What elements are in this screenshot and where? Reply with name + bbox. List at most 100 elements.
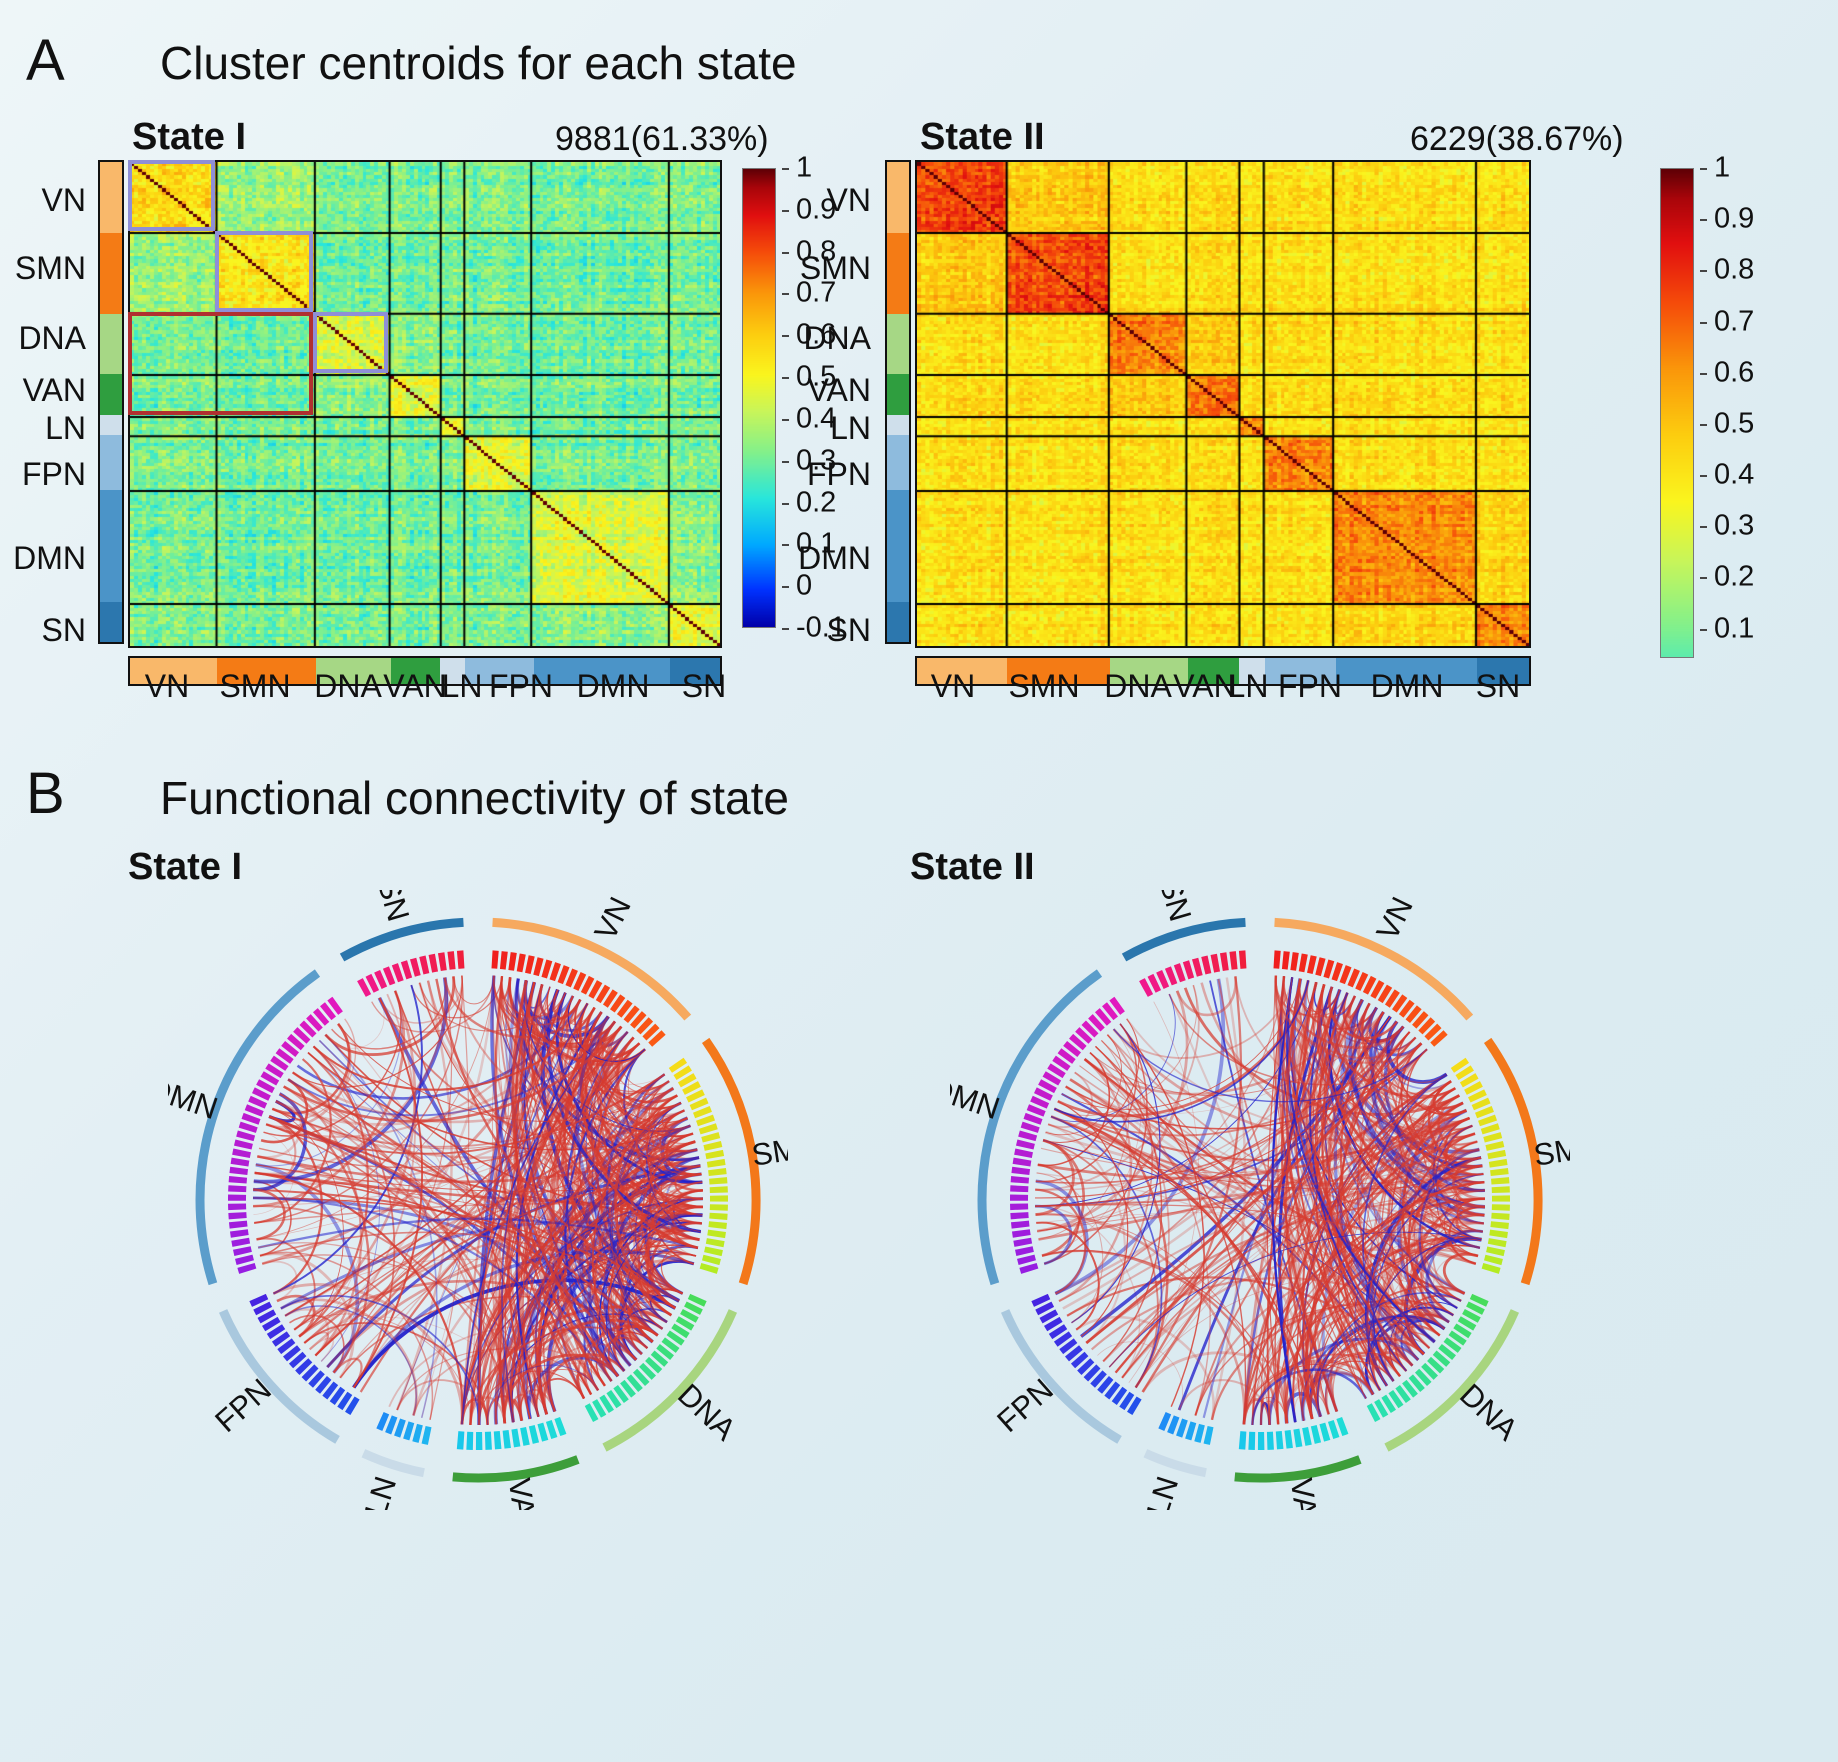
circos-edge bbox=[1084, 1058, 1211, 1416]
circos-edge bbox=[1054, 1108, 1367, 1399]
circos-node bbox=[673, 1065, 692, 1080]
circos-node bbox=[705, 1149, 725, 1160]
circos-node bbox=[682, 1081, 701, 1095]
circos-edge bbox=[255, 1163, 672, 1316]
circos-edge bbox=[1359, 1026, 1445, 1330]
circos-edge bbox=[574, 1260, 694, 1399]
colorbar-tick-0p9: 0.9 bbox=[796, 193, 837, 226]
circos-node bbox=[524, 955, 535, 975]
circos-node bbox=[1011, 1229, 1031, 1238]
colorbar-tickmark bbox=[1700, 321, 1707, 324]
collabel-van-state2: VAN bbox=[1173, 668, 1237, 704]
circos-node bbox=[322, 1381, 339, 1400]
circos-node bbox=[1327, 1419, 1340, 1440]
circos-node bbox=[1281, 951, 1290, 970]
circos-node bbox=[1464, 1081, 1483, 1095]
circos-edge bbox=[1370, 1015, 1485, 1218]
circos-edge bbox=[1367, 1237, 1482, 1391]
circos-node bbox=[706, 1158, 726, 1168]
circos-edge bbox=[1369, 1156, 1482, 1382]
circos-edge bbox=[1106, 1034, 1483, 1233]
circos-node bbox=[1063, 1040, 1082, 1057]
network-band-fpn bbox=[887, 434, 909, 491]
circos-edge bbox=[378, 997, 696, 1152]
circos-edge bbox=[1134, 976, 1243, 1389]
circos-node bbox=[1164, 966, 1178, 986]
circos-node bbox=[1370, 980, 1385, 999]
circos-node bbox=[1173, 963, 1186, 983]
circos-node bbox=[1438, 1344, 1456, 1360]
circos-node bbox=[1083, 1364, 1101, 1382]
network-band-ln bbox=[440, 658, 466, 684]
network-band-fpn bbox=[100, 434, 122, 491]
circos-edge bbox=[1375, 1011, 1447, 1083]
circos-edge bbox=[514, 981, 606, 1387]
circos-node bbox=[277, 1338, 296, 1355]
circos-edge bbox=[1457, 1229, 1483, 1249]
circos-edge bbox=[339, 1213, 703, 1379]
circos-node bbox=[1127, 1396, 1142, 1415]
circos-node bbox=[237, 1262, 257, 1274]
circos-edge bbox=[627, 1288, 684, 1355]
network-band-ln bbox=[100, 414, 122, 435]
collabel-sn-state2: SN bbox=[1475, 668, 1521, 704]
network-band-dmn bbox=[1335, 658, 1478, 684]
circos-node bbox=[1481, 1262, 1501, 1274]
network-band-fpn bbox=[1264, 658, 1336, 684]
circos-node bbox=[1081, 1020, 1099, 1038]
colorbar-tick-0p4: 0.4 bbox=[1714, 458, 1755, 491]
circos-node bbox=[1048, 1324, 1068, 1340]
rowlabel-dmn-state2: DMN bbox=[798, 540, 871, 576]
circos-edge bbox=[508, 977, 670, 1094]
circos-arc-dmn bbox=[195, 969, 321, 1286]
row-network-strip-state2 bbox=[885, 160, 911, 644]
circos-node bbox=[1306, 955, 1317, 975]
circos-edge bbox=[1365, 1206, 1485, 1391]
network-band-dna bbox=[887, 313, 909, 375]
collabel-vn-state1: VN bbox=[144, 668, 190, 704]
circos-edge bbox=[646, 1094, 703, 1217]
circos-edge bbox=[253, 1188, 286, 1241]
circos-edge bbox=[280, 1298, 418, 1416]
circos-node bbox=[1275, 1430, 1284, 1450]
colorbar-tick-0p8: 0.8 bbox=[796, 235, 837, 268]
circos-node bbox=[1427, 1356, 1445, 1374]
heatmap-matrix-state2 bbox=[915, 160, 1531, 648]
circos-edge bbox=[1317, 983, 1485, 1209]
circos-edge bbox=[326, 1164, 701, 1369]
circos-node bbox=[1019, 1262, 1039, 1274]
circos-node bbox=[1047, 1063, 1066, 1079]
circos-edge bbox=[253, 1131, 295, 1215]
circos-edge bbox=[1243, 1364, 1374, 1425]
row-network-strip-state1 bbox=[98, 160, 124, 644]
circos-edge bbox=[263, 990, 402, 1137]
circos-edge bbox=[539, 984, 670, 1092]
circos-node bbox=[1094, 1008, 1112, 1026]
circos-node bbox=[1030, 1095, 1050, 1109]
circos-edge bbox=[552, 989, 582, 1020]
circos-node bbox=[1405, 1005, 1422, 1024]
colorbar-tick-0p6: 0.6 bbox=[1714, 356, 1755, 389]
circos-node bbox=[1090, 1370, 1107, 1388]
network-band-smn bbox=[216, 658, 317, 684]
circos-node bbox=[1201, 955, 1212, 975]
circos-edge bbox=[576, 1003, 701, 1168]
circos-edge bbox=[1210, 977, 1247, 1421]
circos-node bbox=[1219, 952, 1229, 971]
colorbar-tick-1: 1 bbox=[796, 151, 813, 184]
circos-edge bbox=[1069, 1078, 1289, 1424]
circos-node bbox=[287, 1033, 305, 1051]
circos-edge bbox=[478, 1021, 616, 1426]
circos-node bbox=[692, 1106, 712, 1119]
circos-edge bbox=[546, 995, 659, 1337]
circos-node bbox=[1210, 953, 1221, 973]
circos-edge bbox=[609, 1101, 682, 1337]
circos-edge bbox=[670, 1189, 703, 1241]
circos-node bbox=[684, 1301, 703, 1315]
circos-node bbox=[260, 1071, 280, 1086]
circos-edge bbox=[539, 984, 629, 1049]
circos-label-sn: SN bbox=[1153, 890, 1199, 925]
panel-a-letter: A bbox=[26, 28, 65, 93]
circos-node bbox=[699, 1262, 719, 1274]
circos-node bbox=[696, 1114, 716, 1127]
